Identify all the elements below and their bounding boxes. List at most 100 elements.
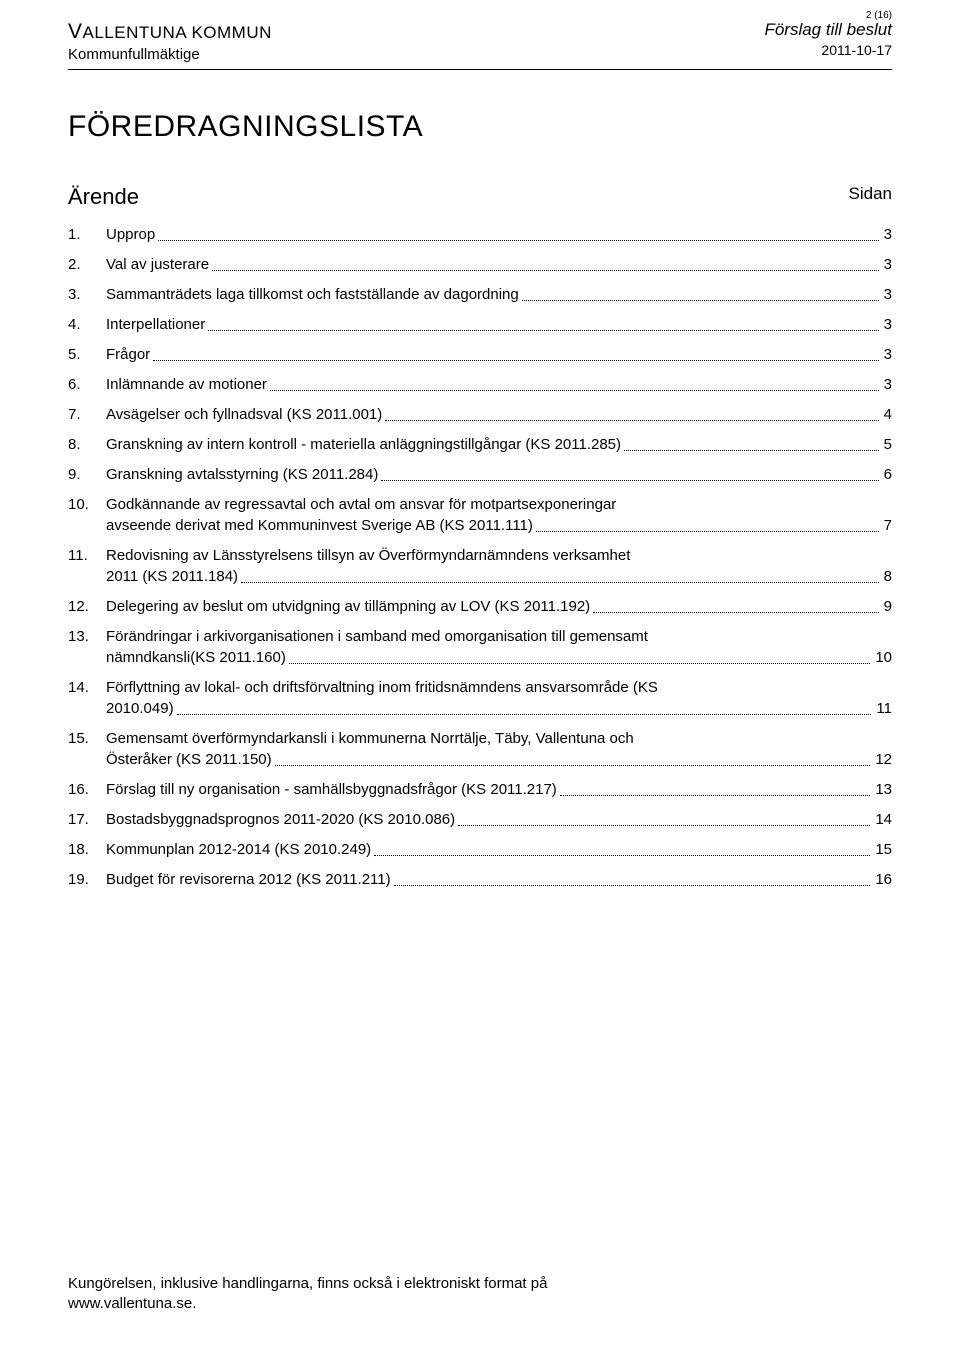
toc-item-number: 6. [68,374,106,395]
toc-item-number: 14. [68,677,106,698]
toc-item-page: 3 [882,254,892,275]
footer-line-2: www.vallentuna.se. [68,1295,196,1312]
toc-item-label: Godkännande av regressavtal och avtal om… [106,494,892,515]
toc-item: 3.Sammanträdets laga tillkomst och fasts… [68,284,892,305]
document-title: FÖREDRAGNINGSLISTA [68,110,892,144]
toc-item: 16.Förslag till ny organisation - samhäl… [68,779,892,800]
toc-leader-dots [458,825,870,826]
toc-item-page: 5 [882,434,892,455]
toc-item-label: 2011 (KS 2011.184) [106,566,238,587]
toc-leader-dots [275,765,871,766]
toc-item-label: Kommunplan 2012-2014 (KS 2010.249) [106,839,371,860]
proposal-label: Förslag till beslut [764,20,892,40]
toc-item-number: 9. [68,464,106,485]
toc-item-label: Delegering av beslut om utvidgning av ti… [106,596,590,617]
document-page: 2 (16) VALLENTUNA KOMMUN Kommunfullmäkti… [0,0,960,1364]
toc-item-number: 10. [68,494,106,515]
toc-item-page: 3 [882,314,892,335]
toc-item-label: Granskning avtalsstyrning (KS 2011.284) [106,464,378,485]
toc-item: 6.Inlämnande av motioner 3 [68,374,892,395]
toc-item-label: Granskning av intern kontroll - materiel… [106,434,621,455]
toc-item: 10.Godkännande av regressavtal och avtal… [68,494,892,536]
toc-item-label: Förslag till ny organisation - samhällsb… [106,779,557,800]
toc-item-page: 3 [882,284,892,305]
toc-item-number: 18. [68,839,106,860]
toc-item-label: Förflyttning av lokal- och driftsförvalt… [106,677,892,698]
header-left: VALLENTUNA KOMMUN Kommunfullmäktige [68,20,272,63]
toc-leader-dots [385,420,878,421]
toc-leader-dots [381,480,878,481]
document-footer: Kungörelsen, inklusive handlingarna, fin… [68,1274,892,1315]
toc-item: 17.Bostadsbyggnadsprognos 2011-2020 (KS … [68,809,892,830]
toc-item-page: 3 [882,224,892,245]
toc-item-number: 3. [68,284,106,305]
toc-item-label: Sammanträdets laga tillkomst och faststä… [106,284,519,305]
toc-item: 18.Kommunplan 2012-2014 (KS 2010.249)15 [68,839,892,860]
committee-name: Kommunfullmäktige [68,46,272,63]
toc-item-label: Upprop [106,224,155,245]
toc-item-label: Redovisning av Länsstyrelsens tillsyn av… [106,545,892,566]
toc-item: 8.Granskning av intern kontroll - materi… [68,434,892,455]
toc-item: 5.Frågor 3 [68,344,892,365]
table-of-contents: 1.Upprop32.Val av justerare33.Sammanträd… [68,224,892,890]
toc-leader-dots [593,612,878,613]
toc-leader-dots [208,330,878,331]
toc-leader-dots [394,885,871,886]
toc-item-number: 2. [68,254,106,275]
organisation-name: VALLENTUNA KOMMUN [68,20,272,44]
toc-item: 9.Granskning avtalsstyrning (KS 2011.284… [68,464,892,485]
toc-item-number: 17. [68,809,106,830]
toc-item-page: 3 [882,344,892,365]
toc-item-number: 16. [68,779,106,800]
toc-item: 14.Förflyttning av lokal- och driftsförv… [68,677,892,719]
toc-item-label: Interpellationer [106,314,205,335]
document-date: 2011-10-17 [821,42,892,58]
toc-item: 13.Förändringar i arkivorganisationen i … [68,626,892,668]
header-right: Förslag till beslut 2011-10-17 [764,20,892,58]
toc-item-label: Frågor [106,344,150,365]
toc-item-label: avseende derivat med Kommuninvest Sverig… [106,515,533,536]
toc-item: 12.Delegering av beslut om utvidgning av… [68,596,892,617]
toc-item-label: Budget för revisorerna 2012 (KS 2011.211… [106,869,391,890]
toc-item-page: 4 [882,404,892,425]
toc-item-number: 13. [68,626,106,647]
toc-item: 7.Avsägelser och fyllnadsval (KS 2011.00… [68,404,892,425]
toc-item-number: 7. [68,404,106,425]
toc-leader-dots [177,714,872,715]
toc-item-number: 15. [68,728,106,749]
toc-item-page: 8 [882,566,892,587]
toc-item-page: 12 [873,749,892,770]
toc-header: Ärende Sidan [68,184,892,210]
toc-item-label: Inlämnande av motioner [106,374,267,395]
toc-header-right: Sidan [849,184,892,210]
toc-item-page: 9 [882,596,892,617]
toc-item-number: 11. [68,545,106,566]
toc-header-left: Ärende [68,184,139,210]
toc-item-number: 12. [68,596,106,617]
toc-item-label: Val av justerare [106,254,209,275]
toc-item-page: 14 [873,809,892,830]
toc-leader-dots [241,582,879,583]
toc-item-page: 7 [882,515,892,536]
toc-item-number: 5. [68,344,106,365]
toc-item: 1.Upprop3 [68,224,892,245]
toc-item-page: 10 [873,647,892,668]
toc-leader-dots [158,240,878,241]
page-number: 2 (16) [866,10,892,21]
toc-item: 4.Interpellationer3 [68,314,892,335]
toc-leader-dots [374,855,870,856]
toc-item-page: 16 [873,869,892,890]
document-header: VALLENTUNA KOMMUN Kommunfullmäktige Förs… [68,20,892,70]
toc-item-page: 3 [882,374,892,395]
toc-leader-dots [624,450,879,451]
toc-item: 19.Budget för revisorerna 2012 (KS 2011.… [68,869,892,890]
toc-item-label: Förändringar i arkivorganisationen i sam… [106,626,892,647]
toc-item: 2.Val av justerare 3 [68,254,892,275]
toc-item: 11.Redovisning av Länsstyrelsens tillsyn… [68,545,892,587]
toc-item: 15.Gemensamt överförmyndarkansli i kommu… [68,728,892,770]
toc-item-number: 8. [68,434,106,455]
toc-leader-dots [560,795,871,796]
toc-item-label: 2010.049) [106,698,174,719]
toc-item-page: 11 [874,698,892,719]
toc-item-page: 13 [873,779,892,800]
